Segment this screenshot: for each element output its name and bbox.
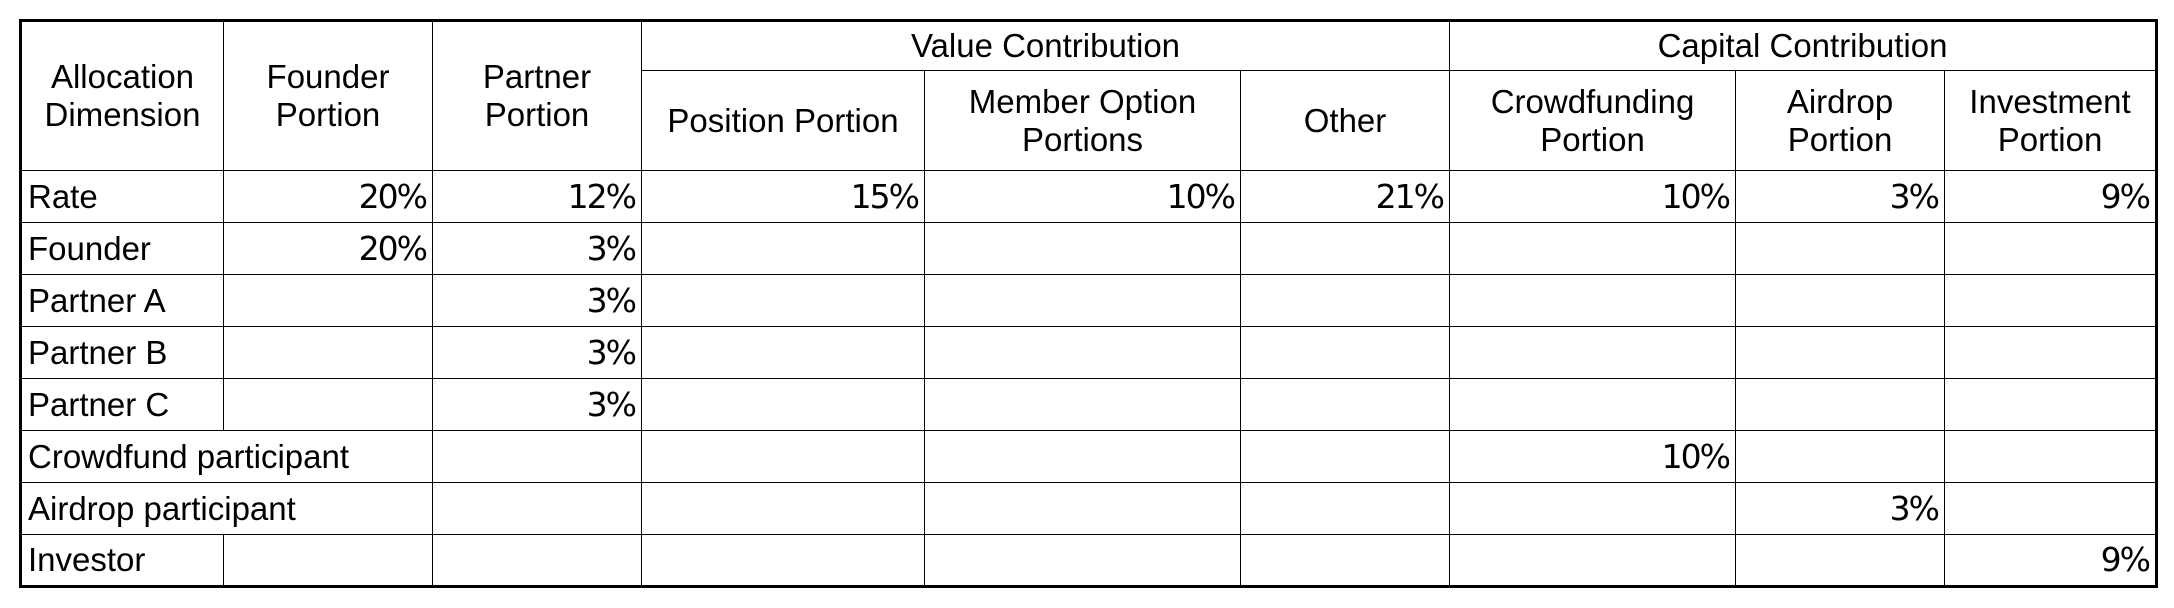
cell-founder: 20%: [223, 170, 433, 223]
cell-member-option: [924, 378, 1241, 431]
cell-airdrop: 3%: [1735, 170, 1946, 223]
cell-position: 15%: [641, 170, 925, 223]
header-value-contribution: Value Contribution: [640, 20, 1451, 71]
cell-crowdfunding: [1449, 326, 1737, 379]
table-row-partner-a: Partner A 3%: [20, 274, 2158, 327]
table-row-partner-b: Partner B 3%: [20, 326, 2158, 379]
cell-other: [1239, 430, 1451, 483]
header-member-option-portions: Member Option Portions: [924, 70, 1241, 171]
cell-partner: 12%: [432, 170, 642, 223]
cell-crowdfunding: [1449, 482, 1737, 535]
cell-other: [1239, 378, 1451, 431]
cell-airdrop: [1735, 534, 1946, 587]
cell-position: [641, 534, 925, 587]
table-row-rate: Rate 20% 12% 15% 10% 21% 10% 3% 9%: [20, 170, 2158, 223]
cell-investment: [1944, 274, 2158, 327]
cell-airdrop: [1735, 274, 1946, 327]
cell-position: [641, 482, 925, 535]
table-row-founder: Founder 20% 3%: [20, 222, 2158, 275]
cell-partner: [432, 534, 642, 587]
cell-partner: 3%: [432, 378, 642, 431]
cell-investment: [1944, 326, 2158, 379]
cell-other: 21%: [1239, 170, 1451, 223]
cell-member-option: [924, 222, 1241, 275]
header-crowdfunding-portion: Crowdfunding Portion: [1449, 70, 1737, 171]
cell-member-option: [924, 534, 1241, 587]
row-label: Investor: [20, 534, 224, 587]
row-label: Airdrop participant: [20, 482, 433, 535]
cell-member-option: [924, 482, 1241, 535]
cell-member-option: [924, 430, 1241, 483]
cell-other: [1239, 534, 1451, 587]
cell-crowdfunding: [1449, 534, 1737, 587]
row-label: Partner A: [20, 274, 224, 327]
cell-investment: [1944, 482, 2158, 535]
cell-airdrop: [1735, 430, 1946, 483]
cell-founder: [223, 326, 433, 379]
header-other: Other: [1239, 70, 1451, 171]
cell-founder: [223, 534, 433, 587]
table-row-partner-c: Partner C 3%: [20, 378, 2158, 431]
table-row-investor: Investor 9%: [20, 534, 2158, 587]
cell-airdrop: [1735, 222, 1946, 275]
cell-member-option: [924, 326, 1241, 379]
cell-position: [641, 326, 925, 379]
cell-other: [1239, 482, 1451, 535]
table-row-airdrop-participant: Airdrop participant 3%: [20, 482, 2158, 535]
cell-airdrop: [1735, 326, 1946, 379]
cell-partner: [432, 482, 642, 535]
header-founder-portion: Founder Portion: [223, 20, 433, 171]
allocation-sheet: Allocation Dimension Founder Portion Par…: [19, 19, 2159, 589]
cell-other: [1239, 274, 1451, 327]
cell-member-option: 10%: [924, 170, 1241, 223]
cell-other: [1239, 222, 1451, 275]
cell-airdrop: 3%: [1735, 482, 1946, 535]
cell-founder: [223, 274, 433, 327]
header-partner-portion: Partner Portion: [432, 20, 642, 171]
cell-crowdfunding: [1449, 222, 1737, 275]
cell-other: [1239, 326, 1451, 379]
row-label: Rate: [20, 170, 224, 223]
cell-crowdfunding: [1449, 378, 1737, 431]
cell-partner: 3%: [432, 326, 642, 379]
row-label: Founder: [20, 222, 224, 275]
header-row-1: Allocation Dimension Founder Portion Par…: [20, 20, 2158, 171]
cell-partner: [432, 430, 642, 483]
cell-founder: [223, 378, 433, 431]
cell-crowdfunding: 10%: [1449, 170, 1737, 223]
header-airdrop-portion: Airdrop Portion: [1735, 70, 1946, 171]
cell-investment: [1944, 430, 2158, 483]
cell-partner: 3%: [432, 274, 642, 327]
cell-crowdfunding: 10%: [1449, 430, 1737, 483]
cell-position: [641, 274, 925, 327]
header-investment-portion: Investment Portion: [1944, 70, 2158, 171]
cell-position: [641, 378, 925, 431]
cell-investment: [1944, 378, 2158, 431]
cell-partner: 3%: [432, 222, 642, 275]
cell-investment: 9%: [1944, 534, 2158, 587]
cell-position: [641, 222, 925, 275]
allocation-table: Allocation Dimension Founder Portion Par…: [19, 19, 2159, 588]
row-label: Crowdfund participant: [20, 430, 433, 483]
header-allocation-dimension: Allocation Dimension: [20, 20, 224, 171]
cell-position: [641, 430, 925, 483]
cell-crowdfunding: [1449, 274, 1737, 327]
cell-member-option: [924, 274, 1241, 327]
header-row-2: Position Portion Member Option Portions …: [21, 70, 2158, 171]
cell-investment: 9%: [1944, 170, 2158, 223]
row-label: Partner C: [20, 378, 224, 431]
row-label: Partner B: [20, 326, 224, 379]
table-row-crowdfund-participant: Crowdfund participant 10%: [20, 430, 2158, 483]
cell-founder: 20%: [223, 222, 433, 275]
cell-airdrop: [1735, 378, 1946, 431]
header-capital-contribution: Capital Contribution: [1449, 20, 2158, 71]
cell-investment: [1944, 222, 2158, 275]
header-position-portion: Position Portion: [641, 70, 925, 171]
